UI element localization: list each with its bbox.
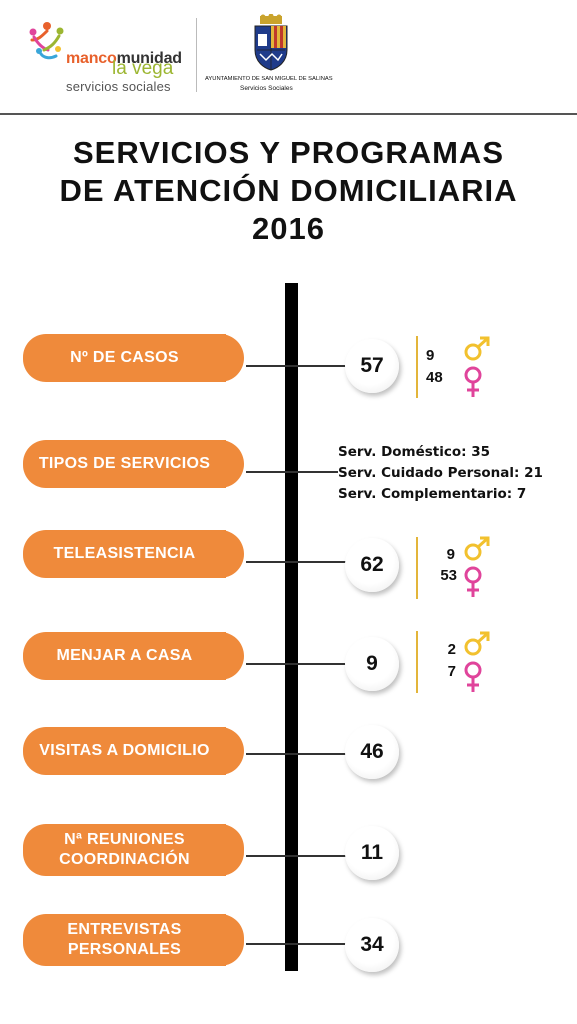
female-count: 48 [426, 369, 443, 386]
male-icon [464, 536, 490, 561]
connector-teleasistencia [246, 561, 346, 563]
label-menjar-a-casa: MENJAR A CASA [23, 632, 244, 680]
female-count: 7 [447, 663, 456, 680]
connector-menjar-a-casa [246, 663, 346, 665]
value-num-casos: 57 [345, 339, 399, 393]
label-reuniones-coordinacion: Nª REUNIONES COORDINACIÓN [23, 824, 244, 876]
mancomunidad-logo-icon [29, 22, 64, 60]
female-icon [464, 661, 482, 692]
male-count: 2 [447, 641, 456, 658]
connector-reuniones [246, 855, 346, 857]
gender-divider [416, 631, 418, 693]
value-teleasistencia: 62 [345, 538, 399, 592]
female-icon [464, 566, 482, 597]
connector-tipos-servicios [246, 471, 338, 473]
title-line-3: 2016 [252, 211, 325, 246]
header-divider [196, 18, 197, 92]
label-teleasistencia: TELEASISTENCIA [23, 530, 244, 578]
female-count: 53 [440, 567, 457, 584]
connector-num-casos [246, 365, 346, 367]
page-title: SERVICIOS Y PROGRAMAS DE ATENCIÓN DOMICI… [0, 134, 577, 248]
gender-divider [416, 336, 418, 398]
connector-entrevistas [246, 943, 346, 945]
ayuntamiento-name: AYUNTAMIENTO DE SAN MIGUEL DE SALINAS [205, 76, 333, 82]
label-entrevistas-personales: ENTREVISTAS PERSONALES [23, 914, 244, 966]
title-line-1: SERVICIOS Y PROGRAMAS [73, 135, 504, 170]
value-visitas-domicilio: 46 [345, 725, 399, 779]
title-line-2: DE ATENCIÓN DOMICILIARIA [59, 173, 518, 208]
gender-divider [416, 537, 418, 599]
male-count: 9 [446, 546, 455, 563]
service-domestico: Serv. Doméstico: 35 [338, 444, 491, 460]
ayuntamiento-subtitle: Servicios Sociales [240, 85, 293, 92]
service-complementario: Serv. Complementario: 7 [338, 486, 527, 502]
services-list: Serv. Doméstico: 35 Serv. Cuidado Person… [338, 442, 543, 505]
label-tipos-servicios: TIPOS DE SERVICIOS [23, 440, 244, 488]
logo-la-vega: la vega [112, 58, 174, 79]
value-reuniones: 11 [345, 826, 399, 880]
value-menjar-a-casa: 9 [345, 637, 399, 691]
header: mancomunidad la vega servicios sociales … [0, 0, 577, 114]
connector-visitas-domicilio [246, 753, 346, 755]
coat-of-arms-icon [254, 14, 288, 71]
value-entrevistas: 34 [345, 918, 399, 972]
logo-servicios-sociales: servicios sociales [66, 79, 171, 94]
male-icon [464, 336, 490, 361]
label-num-casos: Nº DE CASOS [23, 334, 244, 382]
male-icon [464, 631, 490, 656]
header-rule [0, 113, 577, 115]
service-cuidado-personal: Serv. Cuidado Personal: 21 [338, 465, 543, 481]
label-visitas-domicilio: VISITAS A DOMICILIO [23, 727, 244, 775]
male-count: 9 [426, 347, 435, 364]
logo-name: mancomunidad [66, 50, 182, 67]
timeline-bar [285, 283, 298, 971]
female-icon [464, 366, 482, 397]
